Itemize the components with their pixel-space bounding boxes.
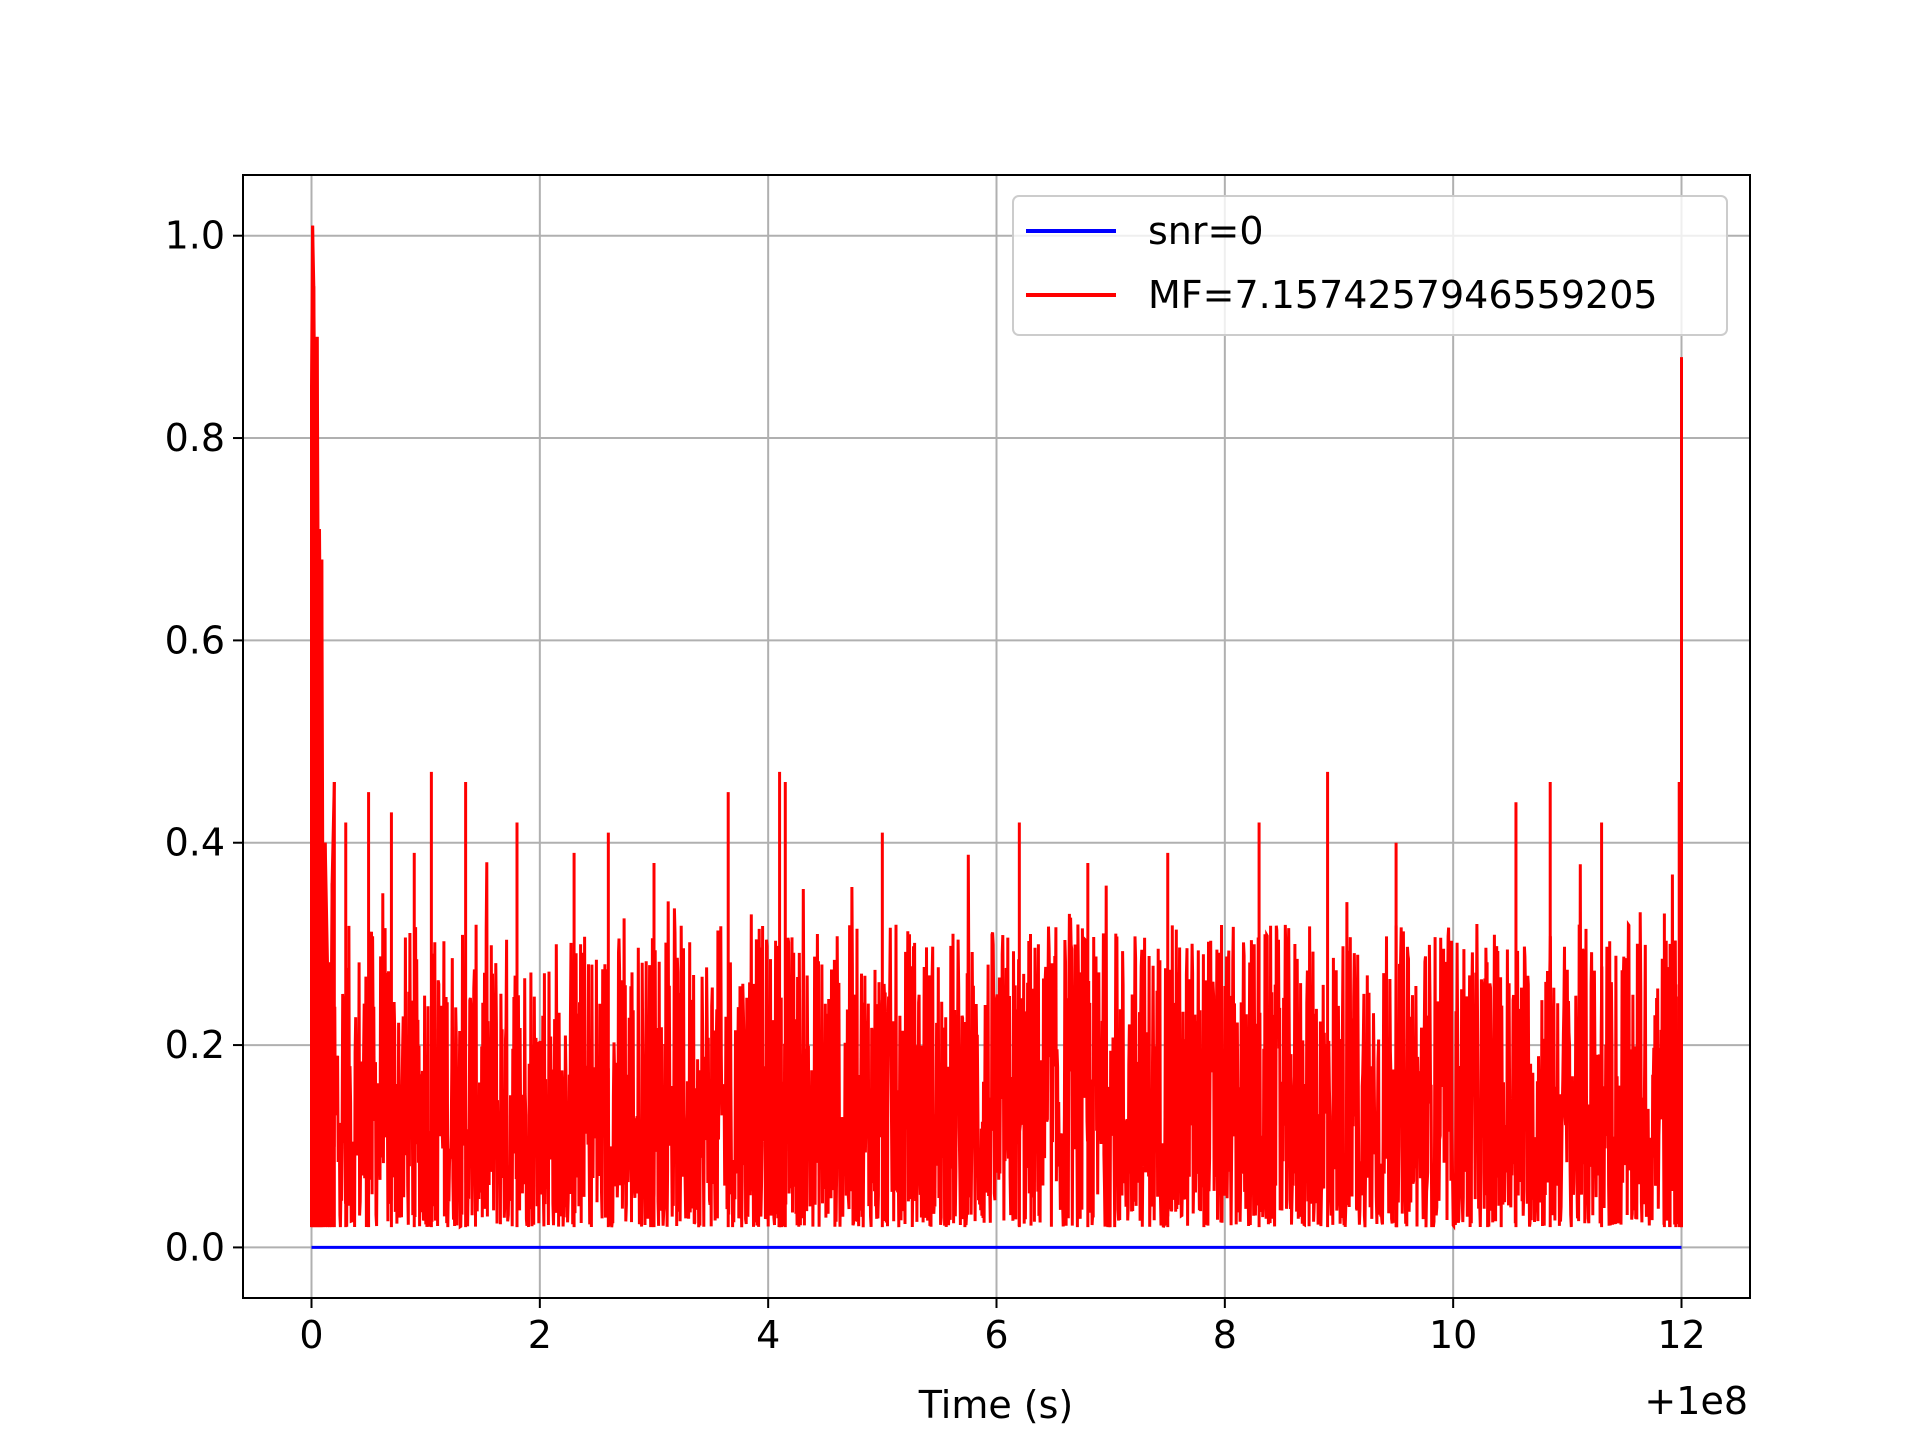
x-tick-label: 2 — [528, 1313, 552, 1357]
x-tick-label: 12 — [1657, 1313, 1705, 1357]
y-tick-label: 0.8 — [165, 416, 225, 460]
legend-frame — [1012, 195, 1728, 336]
legend-label-mf: MF=7.1574257946559205 — [1148, 273, 1658, 317]
y-tick-label: 1.0 — [165, 214, 225, 258]
x-tick-label: 4 — [756, 1313, 780, 1357]
x-tick-label: 8 — [1213, 1313, 1237, 1357]
axis-ticks: 0 2 4 6 8 10 12 0.0 0.2 0.4 0.6 0.8 1.0 — [165, 214, 1706, 1357]
x-axis-offset-label: +1e8 — [1644, 1379, 1748, 1423]
x-tick-label: 0 — [299, 1313, 323, 1357]
x-tick-label: 10 — [1429, 1313, 1477, 1357]
x-axis-label: Time (s) — [918, 1383, 1074, 1427]
series-mf-noise — [321, 854, 1681, 1231]
x-tick-label: 6 — [984, 1313, 1008, 1357]
y-tick-label: 0.6 — [165, 618, 225, 662]
y-tick-label: 0.0 — [165, 1225, 225, 1269]
legend-label-snr: snr=0 — [1148, 209, 1264, 253]
y-tick-label: 0.4 — [165, 821, 225, 865]
legend: snr=0 MF=7.1574257946559205 — [1012, 195, 1728, 336]
y-tick-label: 0.2 — [165, 1023, 225, 1067]
plot-series — [310, 225, 1683, 1249]
series-mf-line — [310, 225, 336, 1218]
